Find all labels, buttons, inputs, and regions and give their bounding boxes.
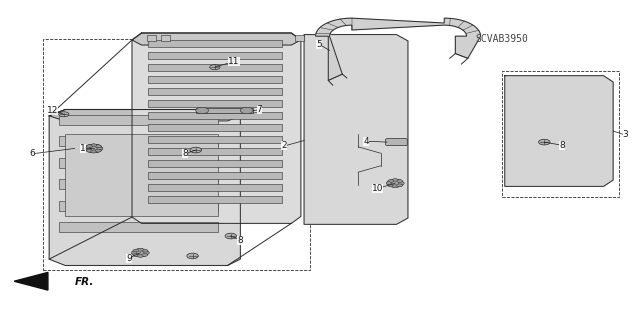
Circle shape xyxy=(86,149,92,152)
Circle shape xyxy=(210,65,220,70)
Circle shape xyxy=(84,147,90,150)
Bar xyxy=(65,134,218,216)
Circle shape xyxy=(133,249,139,252)
Circle shape xyxy=(241,107,253,114)
Polygon shape xyxy=(505,76,613,186)
Polygon shape xyxy=(316,18,481,80)
Text: 11: 11 xyxy=(228,57,240,66)
Circle shape xyxy=(392,179,398,182)
Polygon shape xyxy=(132,33,301,223)
Bar xyxy=(59,136,218,146)
Bar xyxy=(59,115,218,125)
Text: 4: 4 xyxy=(363,137,369,146)
Circle shape xyxy=(142,249,148,252)
Bar xyxy=(43,39,310,270)
Bar xyxy=(148,88,282,95)
Circle shape xyxy=(86,144,102,152)
Text: 9: 9 xyxy=(126,254,132,263)
Bar xyxy=(148,112,282,119)
Bar xyxy=(196,108,253,113)
Bar xyxy=(502,71,620,197)
Circle shape xyxy=(86,145,92,148)
Circle shape xyxy=(91,150,97,153)
Circle shape xyxy=(539,139,550,145)
Text: 10: 10 xyxy=(372,184,383,193)
Bar xyxy=(147,35,156,41)
Bar xyxy=(148,64,282,71)
Bar xyxy=(294,35,304,41)
Text: 8: 8 xyxy=(182,149,188,158)
Circle shape xyxy=(133,254,139,256)
Circle shape xyxy=(388,180,394,182)
Bar xyxy=(148,40,282,47)
Polygon shape xyxy=(49,109,241,121)
Circle shape xyxy=(187,253,198,259)
Text: FR.: FR. xyxy=(75,277,94,287)
Text: 5: 5 xyxy=(316,40,322,48)
Circle shape xyxy=(196,107,209,114)
Bar xyxy=(148,173,282,179)
Bar xyxy=(148,76,282,83)
Polygon shape xyxy=(132,33,301,45)
Circle shape xyxy=(97,147,103,150)
Circle shape xyxy=(386,182,392,185)
Circle shape xyxy=(387,179,403,187)
Circle shape xyxy=(397,180,403,182)
Bar xyxy=(148,160,282,167)
Bar xyxy=(148,184,282,191)
Circle shape xyxy=(95,149,101,152)
Polygon shape xyxy=(304,34,408,224)
Polygon shape xyxy=(14,272,48,290)
Bar xyxy=(148,100,282,107)
Bar xyxy=(148,197,282,204)
Circle shape xyxy=(84,147,90,150)
Bar xyxy=(59,158,218,168)
Circle shape xyxy=(97,147,103,150)
Text: 1: 1 xyxy=(80,144,86,153)
Text: 6: 6 xyxy=(29,149,35,158)
Bar xyxy=(148,137,282,143)
Polygon shape xyxy=(49,109,241,265)
Circle shape xyxy=(392,185,398,188)
Circle shape xyxy=(131,251,137,254)
Circle shape xyxy=(95,145,101,148)
Circle shape xyxy=(91,144,97,147)
Text: 3: 3 xyxy=(623,130,628,139)
Circle shape xyxy=(388,184,394,187)
Circle shape xyxy=(86,144,102,152)
Circle shape xyxy=(91,150,97,153)
Bar xyxy=(59,201,218,211)
Circle shape xyxy=(132,249,148,257)
Bar xyxy=(59,222,218,232)
Text: 8: 8 xyxy=(237,236,243,245)
Circle shape xyxy=(143,251,149,254)
Circle shape xyxy=(138,248,143,251)
Text: 8: 8 xyxy=(559,141,565,150)
Bar xyxy=(148,124,282,131)
Text: 7: 7 xyxy=(257,105,262,114)
FancyBboxPatch shape xyxy=(386,139,407,145)
Circle shape xyxy=(142,254,148,256)
Circle shape xyxy=(59,112,69,117)
Text: 2: 2 xyxy=(281,141,287,150)
Bar xyxy=(148,52,282,59)
Circle shape xyxy=(399,182,404,185)
Circle shape xyxy=(95,149,101,152)
Circle shape xyxy=(225,233,237,239)
Circle shape xyxy=(95,145,101,148)
Circle shape xyxy=(91,144,97,147)
Bar xyxy=(148,148,282,155)
Text: SCVAB3950: SCVAB3950 xyxy=(475,34,528,44)
Circle shape xyxy=(86,149,92,152)
Bar xyxy=(59,179,218,189)
Circle shape xyxy=(86,145,92,148)
Circle shape xyxy=(190,147,202,153)
Text: 12: 12 xyxy=(47,106,58,115)
Circle shape xyxy=(397,184,403,187)
Bar xyxy=(161,35,170,41)
Circle shape xyxy=(138,255,143,257)
